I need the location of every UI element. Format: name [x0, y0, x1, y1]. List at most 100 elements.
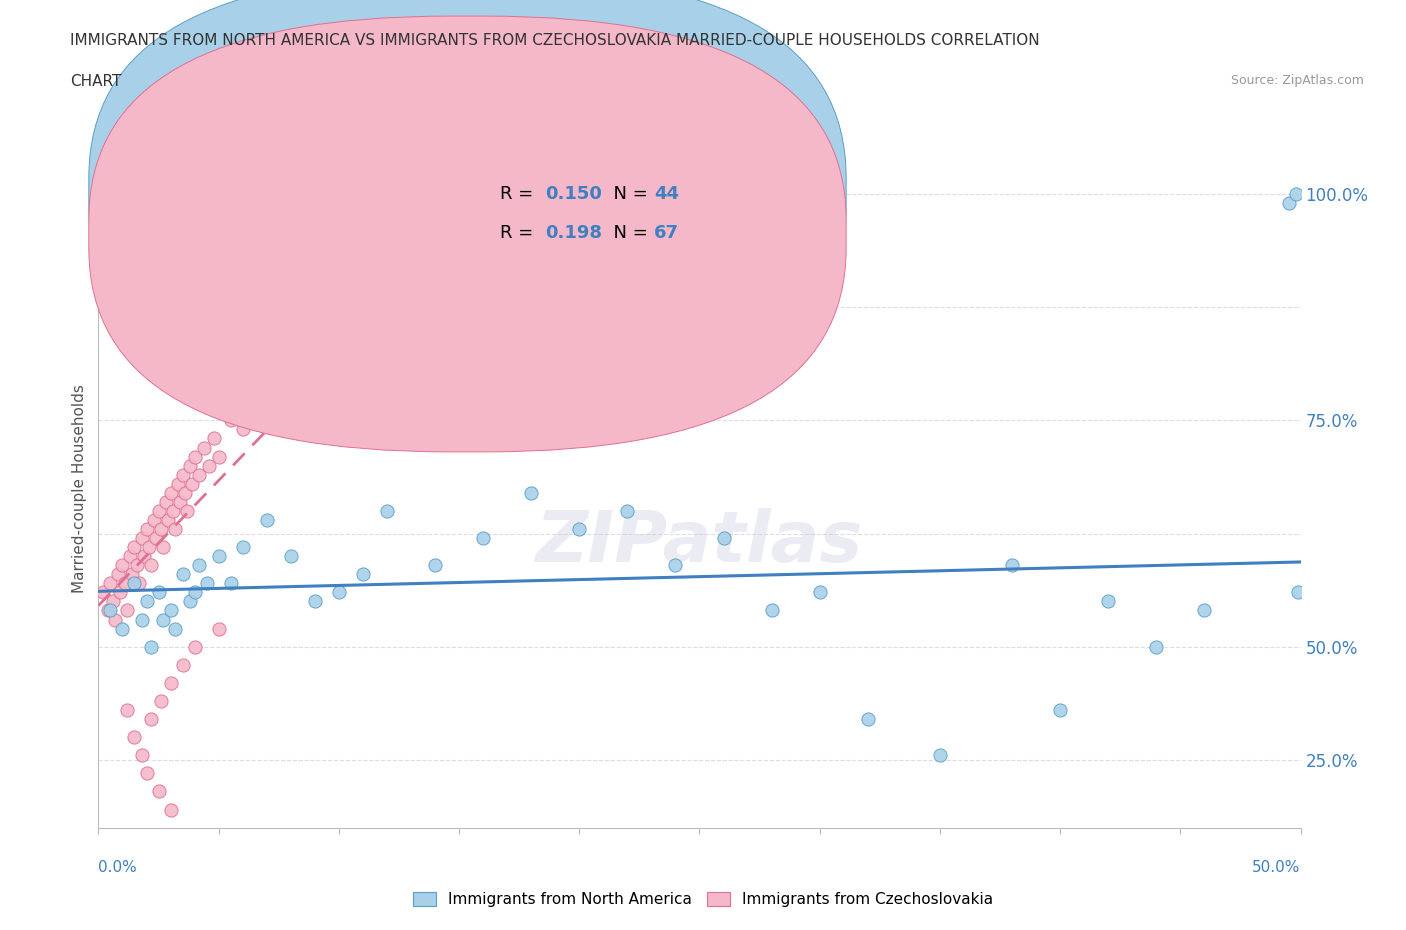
Point [328, 367, 350, 382]
Point [91, 585, 114, 600]
Point [472, 531, 495, 546]
Y-axis label: Married-couple Households: Married-couple Households [72, 384, 87, 592]
Point [117, 603, 139, 618]
Point [208, 549, 231, 564]
Point [280, 386, 302, 401]
Point [148, 268, 170, 283]
Point [131, 612, 153, 627]
Point [159, 803, 181, 817]
Point [159, 603, 181, 618]
Point [131, 531, 153, 546]
Point [135, 766, 157, 781]
Point [159, 675, 181, 690]
Text: R =: R = [501, 185, 538, 203]
Text: CHART: CHART [70, 74, 122, 89]
Point [208, 449, 231, 464]
Point [148, 784, 170, 799]
Point [124, 539, 146, 554]
Point [100, 603, 122, 618]
Point [193, 440, 215, 455]
Point [1241, 910, 1264, 925]
Point [162, 503, 184, 518]
Point [172, 658, 194, 672]
Point [328, 585, 350, 600]
Text: 0.150: 0.150 [546, 185, 603, 203]
Point [280, 549, 302, 564]
Point [198, 458, 221, 473]
Point [138, 539, 160, 554]
Point [1286, 585, 1309, 600]
Point [145, 531, 167, 546]
Point [141, 295, 163, 310]
Point [159, 485, 181, 500]
Point [117, 702, 139, 717]
Point [232, 539, 254, 554]
Point [148, 503, 170, 518]
Point [928, 748, 950, 763]
Point [97, 603, 120, 618]
Point [149, 694, 172, 709]
Point [219, 413, 242, 428]
Point [181, 476, 204, 491]
Point [808, 585, 831, 600]
Point [135, 522, 157, 537]
Text: 50.0%: 50.0% [1253, 860, 1301, 875]
Point [188, 558, 211, 573]
Point [183, 639, 205, 654]
Point [179, 458, 201, 473]
Point [304, 377, 326, 392]
Point [856, 711, 879, 726]
Point [104, 612, 127, 627]
Point [101, 594, 124, 609]
Point [132, 549, 155, 564]
Point [1049, 702, 1071, 717]
Text: ZIPatlas: ZIPatlas [536, 508, 863, 577]
Point [232, 422, 254, 437]
Point [195, 576, 218, 591]
Point [135, 250, 157, 265]
Point [188, 467, 211, 482]
Point [1194, 603, 1216, 618]
FancyBboxPatch shape [423, 159, 711, 264]
Point [141, 558, 163, 573]
Point [124, 730, 146, 745]
Text: N =: N = [602, 185, 654, 203]
Text: IMMIGRANTS FROM NORTH AMERICA VS IMMIGRANTS FROM CZECHOSLOVAKIA MARRIED-COUPLE H: IMMIGRANTS FROM NORTH AMERICA VS IMMIGRA… [70, 33, 1040, 47]
Point [1144, 639, 1167, 654]
Text: R =: R = [501, 224, 538, 242]
Point [183, 449, 205, 464]
Point [176, 503, 198, 518]
Point [121, 566, 143, 581]
Point [142, 512, 165, 527]
Point [165, 621, 187, 636]
Point [520, 485, 543, 500]
Point [1097, 594, 1119, 609]
Text: N =: N = [602, 224, 654, 242]
Point [243, 395, 266, 410]
Point [1277, 195, 1299, 210]
Point [131, 748, 153, 763]
Point [174, 485, 197, 500]
Point [118, 549, 141, 564]
Point [761, 603, 783, 618]
Text: 44: 44 [654, 185, 679, 203]
Point [179, 594, 201, 609]
Point [111, 621, 134, 636]
Point [352, 566, 374, 581]
Legend: Immigrants from North America, Immigrants from Czechoslovakia: Immigrants from North America, Immigrant… [406, 885, 1000, 913]
Point [148, 585, 170, 600]
Point [149, 522, 172, 537]
Point [1285, 187, 1308, 202]
Point [423, 558, 446, 573]
Point [165, 522, 187, 537]
Text: 67: 67 [654, 224, 679, 242]
Point [125, 558, 148, 573]
Point [141, 639, 163, 654]
Point [616, 503, 638, 518]
Point [100, 576, 122, 591]
Point [256, 404, 278, 418]
Point [152, 539, 174, 554]
Text: 0.0%: 0.0% [98, 860, 138, 875]
FancyBboxPatch shape [89, 16, 846, 452]
Text: 0.198: 0.198 [546, 224, 603, 242]
